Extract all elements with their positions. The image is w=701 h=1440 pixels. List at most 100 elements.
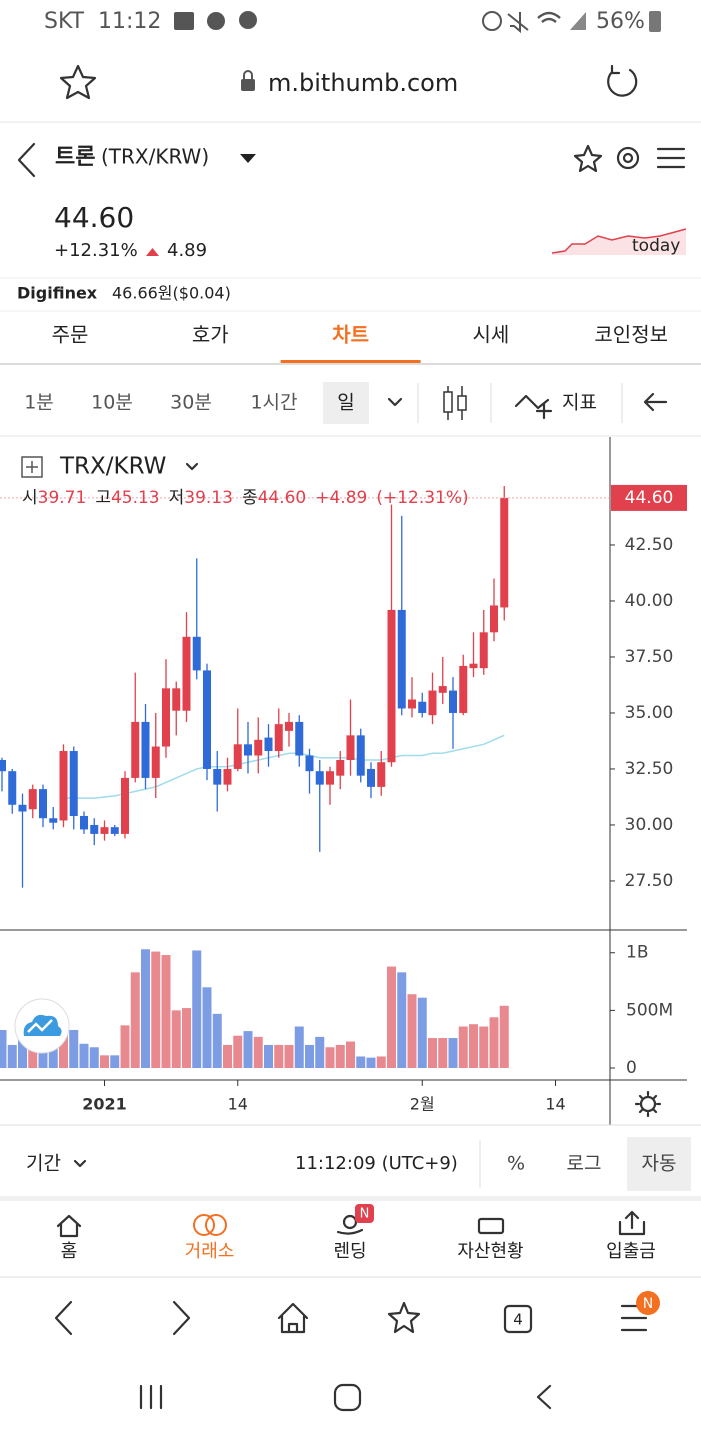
browser-back[interactable] xyxy=(54,1300,73,1336)
sparkline-area xyxy=(552,229,686,255)
candle-body xyxy=(90,824,99,834)
volume-bar xyxy=(100,1055,109,1068)
candle-body xyxy=(274,724,283,752)
chart-settings-button[interactable] xyxy=(639,1095,657,1113)
candle-body xyxy=(490,605,498,633)
wifi-icon xyxy=(537,11,561,23)
volume-bar xyxy=(69,1029,79,1068)
indicator-icon[interactable] xyxy=(514,394,553,420)
tab[interactable]: 주문 xyxy=(52,323,89,347)
ohlc-legend: 39.71 xyxy=(38,488,87,508)
period-button[interactable]: 기간 xyxy=(26,1153,61,1175)
candle-body xyxy=(438,686,447,693)
system-home[interactable] xyxy=(333,1383,362,1412)
volume-bar xyxy=(130,972,140,1068)
interval-button[interactable]: 1시간 xyxy=(250,392,297,414)
volume-bar xyxy=(79,1043,89,1068)
candle-body xyxy=(110,827,119,834)
tab[interactable]: 호가 xyxy=(192,323,229,347)
candle-body xyxy=(0,759,6,772)
chart-clock: 11:12:09 (UTC+9) xyxy=(295,1153,458,1174)
favorite-button[interactable] xyxy=(573,144,603,173)
indicator-button[interactable]: 지표 xyxy=(562,392,597,414)
candle-body xyxy=(500,497,509,608)
nav-label[interactable]: 홈 xyxy=(61,1241,78,1262)
candle-body xyxy=(408,699,416,709)
interval-button[interactable]: 1분 xyxy=(24,392,54,414)
scale-button[interactable]: 로그 xyxy=(567,1153,602,1175)
interval-dropdown[interactable] xyxy=(387,397,403,407)
back-button[interactable] xyxy=(17,142,36,178)
battery-icon xyxy=(649,11,661,32)
interval-button[interactable]: 30분 xyxy=(170,392,212,414)
candle-body xyxy=(213,768,222,785)
settings-button[interactable] xyxy=(616,146,640,170)
volume-bar xyxy=(18,1040,27,1068)
volume-bar xyxy=(202,987,212,1068)
last-price-tag xyxy=(611,484,687,511)
volume-bar xyxy=(335,1044,345,1068)
tradingview-logo xyxy=(27,1019,53,1033)
candle-body xyxy=(39,789,47,819)
candle-body xyxy=(233,744,242,769)
y-tick-label: 32.50 xyxy=(625,759,674,779)
chart-type-button xyxy=(443,391,453,413)
scale-button[interactable]: % xyxy=(507,1153,525,1175)
chart-add-button xyxy=(26,461,38,473)
candle-body xyxy=(285,721,293,731)
candle-body xyxy=(192,636,201,671)
tab[interactable]: 시세 xyxy=(472,323,509,347)
nav-label[interactable]: 거래소 xyxy=(185,1241,235,1262)
candle-body xyxy=(387,609,396,763)
x-tick-label: 14 xyxy=(545,1095,565,1114)
y-tick-label: 27.50 xyxy=(625,871,674,891)
y-tick-label: 30.00 xyxy=(625,815,674,835)
alarm-icon xyxy=(482,11,502,31)
ref-exchange: Digifinex xyxy=(17,284,98,303)
period-dropdown[interactable] xyxy=(73,1159,87,1168)
nav-label[interactable]: 렌딩 xyxy=(333,1241,366,1262)
url[interactable]: m.bithumb.com xyxy=(268,69,458,97)
candle-body xyxy=(49,818,58,823)
undo-button[interactable] xyxy=(643,392,668,412)
y-tick-label: 42.50 xyxy=(625,535,674,555)
system-back[interactable] xyxy=(536,1384,552,1410)
reload-button[interactable] xyxy=(607,64,638,97)
browser-bookmarks[interactable] xyxy=(387,1301,421,1334)
recent-apps[interactable] xyxy=(139,1384,163,1410)
candle-body xyxy=(141,721,150,778)
symbol-dropdown[interactable] xyxy=(185,462,199,471)
browser-forward[interactable] xyxy=(172,1300,191,1336)
tab[interactable]: 코인정보 xyxy=(594,323,668,347)
y-tick-label: 40.00 xyxy=(625,591,674,611)
chart-title[interactable]: TRX/KRW xyxy=(59,454,166,480)
nav-label[interactable]: 자산현황 xyxy=(457,1241,523,1262)
volume-bar xyxy=(192,950,202,1068)
candle-body xyxy=(223,768,232,785)
browser-home[interactable] xyxy=(277,1302,309,1334)
chart-add-button[interactable] xyxy=(21,456,43,478)
volume-bar xyxy=(253,1036,263,1068)
menu-badge xyxy=(636,1291,660,1315)
volume-bar xyxy=(346,1041,355,1068)
bookmark-button[interactable] xyxy=(59,64,97,100)
pair-dropdown[interactable] xyxy=(240,154,256,163)
nav-label[interactable]: 입출금 xyxy=(606,1241,656,1262)
tab-count: 4 xyxy=(513,1311,523,1329)
browser-tabs[interactable] xyxy=(503,1304,533,1334)
nav-icon xyxy=(477,1217,505,1235)
tab[interactable]: 차트 xyxy=(332,323,369,347)
candlestick-chart: TRX/KRW 27.50 30.00 32.50 35.00 37.50 40.00 42… xyxy=(0,437,687,1125)
volume-bar xyxy=(469,1024,478,1068)
scale-button[interactable]: 자동 xyxy=(642,1153,677,1175)
interval-button[interactable]: 일 xyxy=(337,392,354,414)
volume-bar xyxy=(264,1044,273,1068)
candle-body xyxy=(151,746,160,778)
interval-button[interactable]: 10분 xyxy=(91,392,133,414)
candle-body xyxy=(264,737,273,752)
menu-button[interactable] xyxy=(656,147,686,169)
auto-highlight xyxy=(627,1137,691,1191)
volume-bar xyxy=(151,951,161,1068)
coin-name: 트론 xyxy=(55,145,95,170)
volume-bar xyxy=(489,1017,499,1068)
